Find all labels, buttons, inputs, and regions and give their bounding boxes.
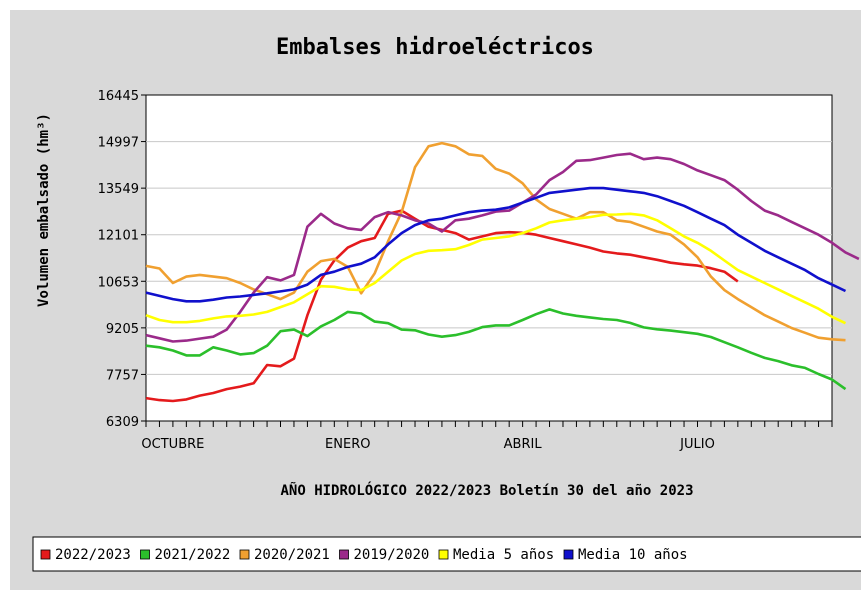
legend-swatch <box>438 549 449 560</box>
legend-swatch <box>239 549 250 560</box>
legend-item: 2019/2020 <box>354 547 430 563</box>
legend-swatch <box>40 549 51 560</box>
y-tick-label: 6309 <box>106 415 139 430</box>
x-tick-label: ABRIL <box>504 437 543 452</box>
legend-item: 2022/2023 <box>55 547 131 563</box>
y-tick-label: 7757 <box>106 368 139 383</box>
y-tick-label: 14997 <box>98 136 139 151</box>
series-line <box>145 212 847 325</box>
legend-item: Media 10 años <box>578 547 688 563</box>
series-lines <box>145 141 860 403</box>
chart-title: Embalses hidroeléctricos <box>276 35 594 60</box>
series-line <box>145 186 847 303</box>
y-tick-label: 13549 <box>98 182 139 197</box>
y-tick-label: 16445 <box>98 89 139 104</box>
legend-swatch <box>140 549 150 560</box>
legend-item: Media 5 años <box>453 547 554 563</box>
x-tick-label: OCTUBRE <box>141 437 204 452</box>
legend: 2022/2023 2021/2022 2020/2021 2019/2020 Medi… <box>40 547 688 563</box>
x-axis: OCTUBRE ENERO ABRIL JULIO <box>141 421 833 452</box>
chart-panel: Embalses hidroeléctricos 6309 7757 9205 106… <box>10 10 861 590</box>
series-line <box>145 152 860 343</box>
legend-swatch <box>339 549 349 560</box>
y-axis: 6309 7757 9205 10653 12101 13549 14997 16445 <box>98 89 146 430</box>
legend-swatch <box>563 549 574 560</box>
x-tick-label: ENERO <box>325 437 370 452</box>
plot-area <box>145 94 833 422</box>
legend-item: 2020/2021 <box>254 547 330 563</box>
series-line <box>145 308 847 391</box>
y-tick-label: 9205 <box>106 322 139 337</box>
y-tick-label: 12101 <box>98 229 139 244</box>
grid <box>146 141 832 375</box>
legend-item: 2021/2022 <box>155 547 231 563</box>
y-tick-label: 10653 <box>98 275 139 290</box>
x-tick-label: JULIO <box>679 437 715 452</box>
y-axis-label: Volumen embalsado (hm³) <box>36 113 52 307</box>
x-axis-label: AÑO HIDROLÓGICO 2022/2023 Boletín 30 del… <box>280 481 693 499</box>
chart: Embalses hidroeléctricos 6309 7757 9205 106… <box>32 35 861 572</box>
